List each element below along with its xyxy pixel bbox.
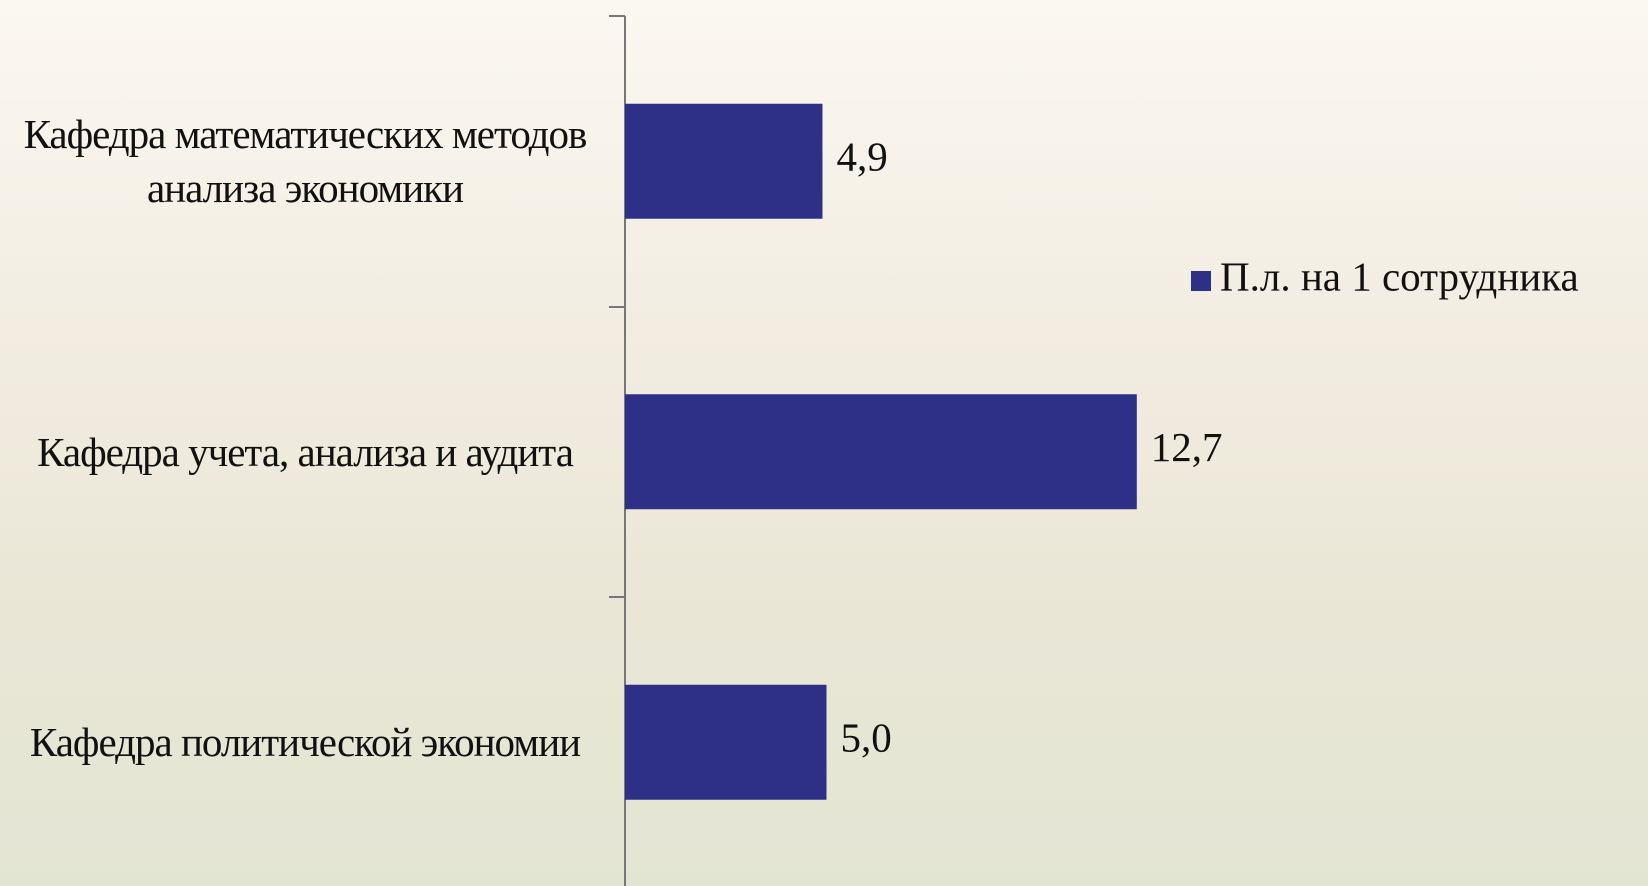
category-label: Кафедра математических методов анализа э… <box>23 111 588 212</box>
legend-label: П.л. на 1 сотрудника <box>1220 253 1579 299</box>
bar <box>625 394 1137 510</box>
bar <box>625 684 827 800</box>
category-label: Кафедра учета, анализа и аудита <box>37 428 574 475</box>
category-label: Кафедра политической экономии <box>29 719 581 766</box>
legend-swatch <box>1191 271 1211 291</box>
bar <box>625 103 823 219</box>
value-label: 12,7 <box>1151 424 1223 470</box>
value-label: 5,0 <box>841 715 892 761</box>
value-label: 4,9 <box>836 134 887 180</box>
